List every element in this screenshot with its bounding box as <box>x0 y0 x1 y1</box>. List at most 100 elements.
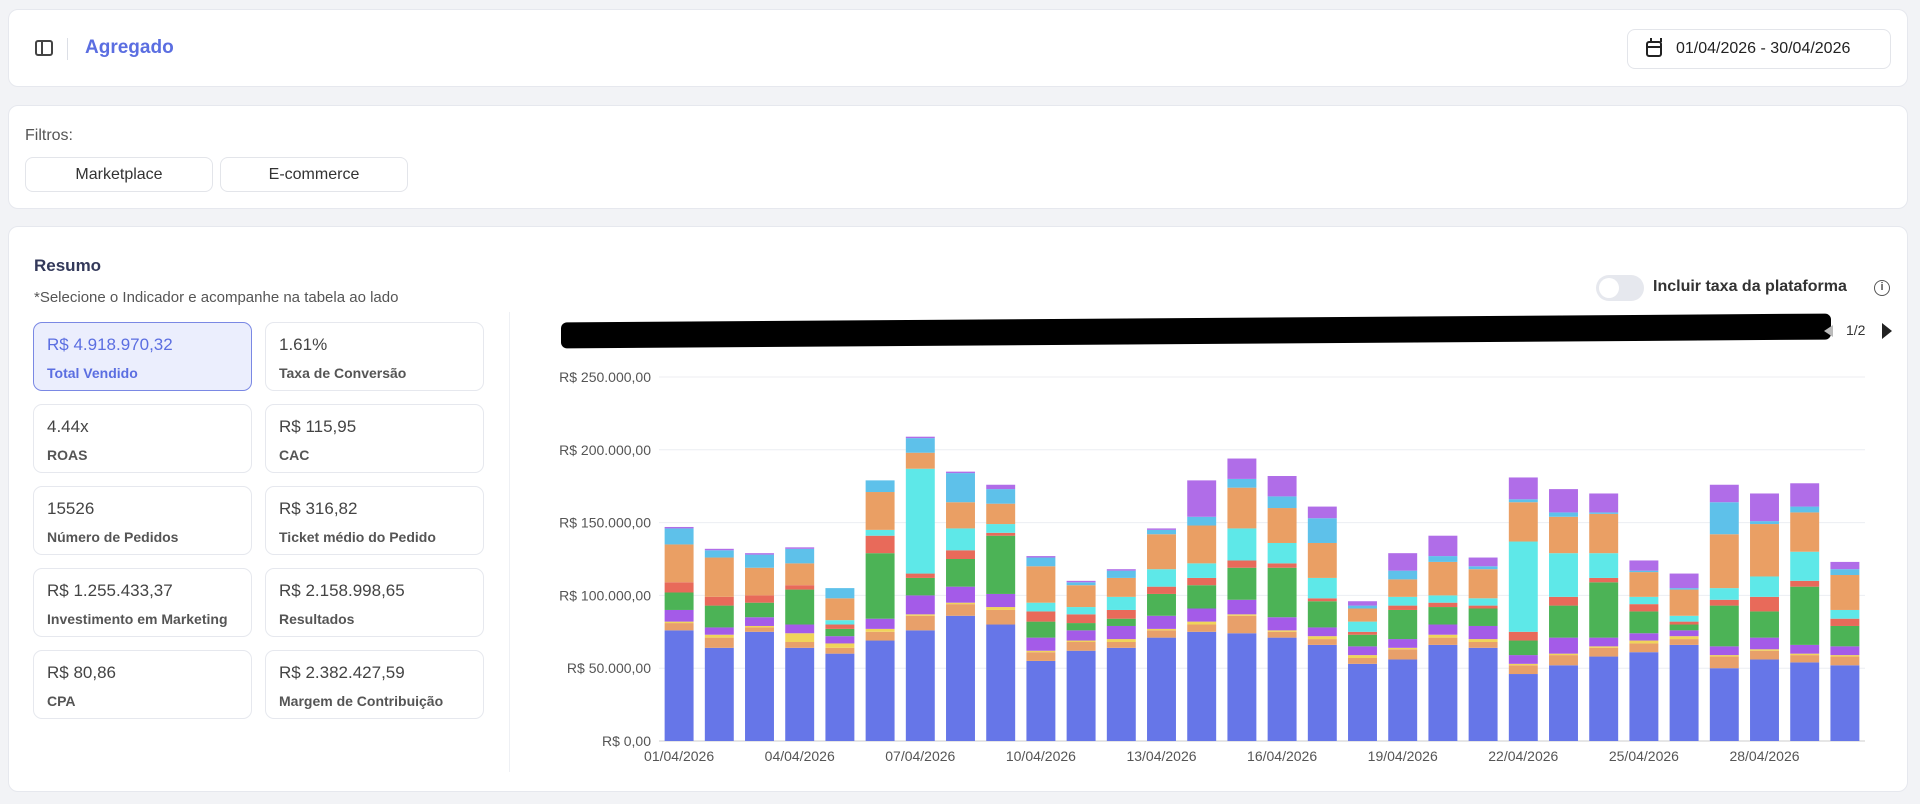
bar-segment[interactable] <box>1026 557 1056 567</box>
bar-segment[interactable] <box>1589 582 1619 638</box>
bar-segment[interactable] <box>1549 553 1578 597</box>
bar-segment[interactable] <box>1750 637 1779 650</box>
bar-segment[interactable] <box>1589 646 1619 648</box>
bar-segment[interactable] <box>785 633 815 642</box>
bar-segment[interactable] <box>1468 641 1498 648</box>
bar-segment[interactable] <box>1589 553 1619 578</box>
bar-segment[interactable] <box>1348 601 1377 606</box>
bar-segment[interactable] <box>664 528 694 545</box>
bar-segment[interactable] <box>1750 576 1779 597</box>
kpi-card-roas[interactable]: 4.44x ROAS <box>33 404 252 473</box>
bar-segment[interactable] <box>1066 640 1096 642</box>
bar-segment[interactable] <box>1388 649 1418 660</box>
bar-segment[interactable] <box>905 438 935 453</box>
bar-segment[interactable] <box>1549 637 1578 654</box>
bar-segment[interactable] <box>825 598 855 621</box>
bar-segment[interactable] <box>1709 656 1739 669</box>
bar-segment[interactable] <box>1147 615 1176 629</box>
bar-segment[interactable] <box>1709 502 1739 535</box>
bar-segment[interactable] <box>1147 569 1176 587</box>
bar-segment[interactable] <box>664 609 694 622</box>
legend-prev-icon[interactable] <box>1824 325 1833 337</box>
bar-segment[interactable] <box>1066 641 1096 651</box>
bar-segment[interactable] <box>1830 655 1860 657</box>
bar-segment[interactable] <box>1307 636 1337 640</box>
bar-segment[interactable] <box>1508 631 1538 641</box>
bar-segment[interactable] <box>1508 655 1538 664</box>
bar-segment[interactable] <box>1106 641 1136 648</box>
bar-segment[interactable] <box>1187 577 1217 586</box>
bar-segment[interactable] <box>1147 529 1176 535</box>
bar-segment[interactable] <box>1428 644 1458 741</box>
bar-segment[interactable] <box>1549 512 1578 517</box>
bar-segment[interactable] <box>865 628 895 632</box>
bar-segment[interactable] <box>825 653 855 741</box>
bar-segment[interactable] <box>1790 512 1820 552</box>
bar-segment[interactable] <box>1830 646 1860 656</box>
sidebar-toggle-icon[interactable] <box>35 40 53 56</box>
bar-segment[interactable] <box>1267 476 1297 497</box>
bar-segment[interactable] <box>865 480 895 493</box>
bar-segment[interactable] <box>1669 630 1699 637</box>
bar-segment[interactable] <box>1428 556 1458 562</box>
bar-segment[interactable] <box>1790 662 1820 741</box>
bar-segment[interactable] <box>1348 631 1377 635</box>
bar-segment[interactable] <box>1227 478 1257 488</box>
bar-segment[interactable] <box>1106 647 1136 741</box>
bar-segment[interactable] <box>946 473 975 503</box>
bar-segment[interactable] <box>1348 634 1377 647</box>
bar-segment[interactable] <box>664 623 694 631</box>
bar-segment[interactable] <box>1066 614 1096 624</box>
kpi-card-cpa[interactable]: R$ 80,86 CPA <box>33 650 252 719</box>
bar-segment[interactable] <box>986 489 1016 504</box>
date-range-picker[interactable]: 01/04/2026 - 30/04/2026 <box>1627 29 1891 69</box>
bar-segment[interactable] <box>1790 655 1820 663</box>
bar-segment[interactable] <box>1267 630 1297 632</box>
bar-segment[interactable] <box>946 615 975 741</box>
bar-segment[interactable] <box>1348 658 1377 664</box>
filter-ecommerce-button[interactable]: E-commerce <box>220 157 408 192</box>
bar-segment[interactable] <box>1790 580 1820 587</box>
bar-segment[interactable] <box>1026 650 1056 653</box>
bar-segment[interactable] <box>664 526 694 529</box>
bar-segment[interactable] <box>1830 618 1860 626</box>
bar-segment[interactable] <box>1026 611 1056 622</box>
kpi-card-investimento-marketing[interactable]: R$ 1.255.433,37 Investimento em Marketin… <box>33 568 252 637</box>
bar-segment[interactable] <box>1669 615 1699 622</box>
bar-segment[interactable] <box>1026 652 1056 661</box>
bar-segment[interactable] <box>946 604 975 616</box>
bar-segment[interactable] <box>1629 652 1659 741</box>
bar-segment[interactable] <box>785 547 815 549</box>
bar-segment[interactable] <box>1187 621 1217 625</box>
kpi-card-margem-contribuicao[interactable]: R$ 2.382.427,59 Margem de Contribuição <box>265 650 484 719</box>
bar-segment[interactable] <box>986 532 1016 536</box>
bar-segment[interactable] <box>1066 623 1096 631</box>
bar-segment[interactable] <box>1307 518 1337 543</box>
bar-segment[interactable] <box>1106 625 1136 640</box>
bar-segment[interactable] <box>1106 618 1136 626</box>
bar-segment[interactable] <box>1549 596 1578 606</box>
bar-segment[interactable] <box>704 596 734 606</box>
bar-segment[interactable] <box>1227 633 1257 741</box>
kpi-card-resultados[interactable]: R$ 2.158.998,65 Resultados <box>265 568 484 637</box>
bar-segment[interactable] <box>1830 575 1860 610</box>
bar-segment[interactable] <box>1348 655 1377 659</box>
bar-segment[interactable] <box>1669 573 1699 589</box>
bar-segment[interactable] <box>865 492 895 530</box>
bar-segment[interactable] <box>1388 596 1418 606</box>
bar-segment[interactable] <box>1428 595 1458 603</box>
bar-segment[interactable] <box>1508 502 1538 542</box>
bar-segment[interactable] <box>1227 614 1257 616</box>
bar-segment[interactable] <box>1428 634 1458 638</box>
bar-segment[interactable] <box>1428 561 1458 596</box>
bar-segment[interactable] <box>986 609 1016 625</box>
bar-segment[interactable] <box>1589 493 1619 513</box>
bar-segment[interactable] <box>1629 560 1659 571</box>
bar-segment[interactable] <box>1066 650 1096 741</box>
bar-segment[interactable] <box>1227 528 1257 561</box>
bar-segment[interactable] <box>1187 624 1217 632</box>
bar-segment[interactable] <box>1709 668 1739 741</box>
bar-segment[interactable] <box>1106 609 1136 619</box>
bar-segment[interactable] <box>1629 570 1659 573</box>
bar-segment[interactable] <box>1750 650 1779 660</box>
